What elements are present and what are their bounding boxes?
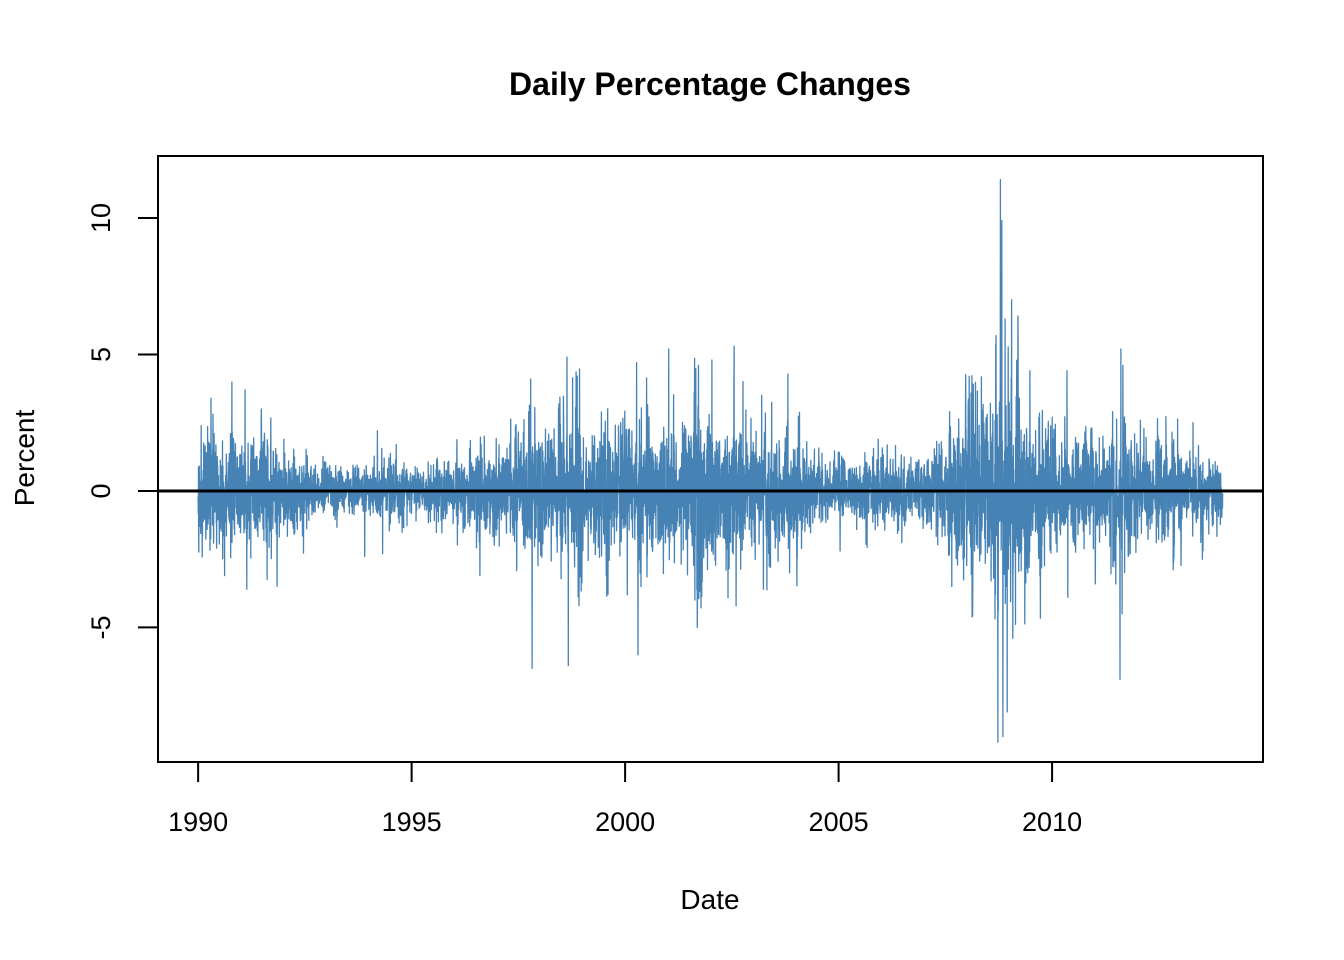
plot-area: 1990 1995 2000 2005 2010 10 5 0 -5: [86, 155, 1264, 837]
x-tick-label: 1990: [168, 807, 228, 837]
chart-title: Daily Percentage Changes: [509, 66, 911, 102]
plot-border: [157, 155, 1264, 763]
x-tick-label: 2005: [809, 807, 869, 837]
data-series-line: [197, 179, 1224, 743]
x-tick-label: 2000: [595, 807, 655, 837]
y-tick-label: -5: [86, 615, 116, 639]
x-tick-label: 2010: [1022, 807, 1082, 837]
x-tick-label: 1995: [382, 807, 442, 837]
y-tick-label: 10: [86, 203, 116, 233]
y-tick-label: 5: [86, 347, 116, 362]
y-axis-label: Percent: [9, 410, 40, 507]
x-axis-label: Date: [680, 884, 739, 915]
y-tick-label: 0: [86, 483, 116, 498]
